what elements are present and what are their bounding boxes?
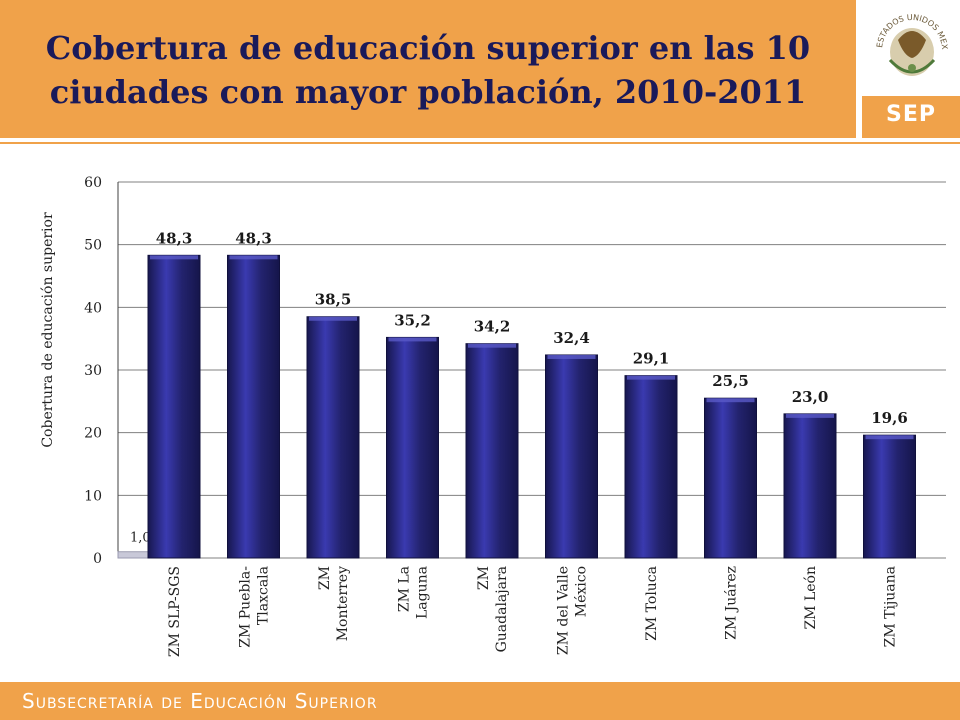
x-tick-label-line: Guadalajara: [494, 566, 510, 652]
bar-minor: [117, 551, 149, 559]
bar: [783, 413, 837, 559]
data-label: 23,0: [792, 388, 829, 406]
x-tick-label-line: ZM del Valle: [556, 566, 572, 655]
x-tick-label: ZM La Laguna: [397, 566, 431, 619]
x-tick-label: ZM Guadalajara: [476, 566, 510, 652]
bar: [704, 397, 757, 559]
footer-text: Subsecretaría de Educación Superior: [22, 689, 378, 713]
data-label-minor: 1,0: [130, 531, 151, 546]
x-tick-label: ZM León: [803, 566, 819, 630]
header-banner: Cobertura de educación superior en las 1…: [0, 0, 856, 138]
x-tick-label-line: México: [574, 566, 590, 617]
x-tick-label-line: Laguna: [415, 566, 431, 619]
data-label: 19,6: [871, 409, 908, 427]
x-tick-label-line: Monterrey: [335, 566, 351, 641]
sep-label-box: SEP: [862, 96, 960, 138]
x-tick-label-line: ZM La: [397, 566, 413, 612]
x-tick-label-line: ZM: [317, 566, 333, 590]
x-tick-label: ZM Puebla- Tlaxcala: [238, 566, 272, 648]
data-label: 48,3: [235, 229, 272, 247]
x-tick-label: ZM del Valle México: [556, 566, 590, 655]
bar-top: [786, 413, 834, 418]
footer-banner: Subsecretaría de Educación Superior: [0, 682, 960, 720]
data-label: 35,2: [394, 311, 431, 329]
x-tick-label-line: ZM: [476, 566, 492, 590]
bar-top: [388, 337, 437, 342]
data-label: 29,1: [633, 350, 670, 368]
data-label: 25,5: [712, 372, 749, 390]
bar-top: [706, 398, 755, 403]
bar: [227, 254, 280, 559]
x-tick-label-line: ZM Toluca: [644, 566, 660, 641]
data-label: 38,5: [315, 291, 352, 309]
x-tick-label-line: Tlaxcala: [256, 566, 272, 625]
y-tick-label: 20: [84, 426, 102, 442]
x-tick-label: ZM SLP-SGS: [167, 566, 183, 657]
bar: [306, 316, 360, 559]
data-label: 48,3: [156, 229, 193, 247]
x-tick-label-line: ZM León: [803, 566, 819, 630]
page-title: Cobertura de educación superior en las 1…: [45, 29, 811, 111]
bar-top: [229, 255, 278, 260]
bar-top: [547, 354, 596, 359]
data-label: 32,4: [553, 329, 590, 347]
bar-top: [865, 435, 914, 440]
mexican-seal-icon: ESTADOS UNIDOS MEXICANOS: [857, 0, 949, 76]
sep-label: SEP: [886, 102, 936, 127]
bar: [386, 336, 439, 559]
y-tick-label: 40: [84, 300, 102, 316]
x-tick-label: ZM Toluca: [644, 566, 660, 641]
data-label: 34,2: [474, 318, 511, 336]
bar-top: [627, 375, 675, 380]
y-tick-label: 10: [84, 488, 102, 504]
bar: [465, 343, 519, 559]
bar: [624, 375, 678, 559]
bar: [147, 254, 201, 559]
y-tick-label: 50: [84, 238, 102, 254]
bar: [545, 354, 598, 559]
bar-top: [468, 343, 516, 348]
x-tick-label: ZM Monterrey: [317, 566, 351, 641]
x-tick-label: ZM Tijuana: [883, 566, 899, 647]
x-tick-label-line: ZM SLP-SGS: [167, 566, 183, 657]
header-divider: [0, 142, 960, 144]
bar-chart: 0 10 20 30 40 50 60 1,0 48,3 ZM SLP-SGS 48,3 ZM Pue…: [84, 175, 946, 657]
y-tick-label: 0: [93, 551, 102, 567]
y-tick-label: 60: [84, 175, 102, 191]
bar-top: [309, 316, 357, 321]
bar-top: [150, 255, 198, 260]
bar: [863, 434, 916, 559]
y-tick-label: 30: [84, 363, 102, 379]
x-tick-label-line: ZM Puebla-: [238, 566, 254, 648]
x-tick-label-line: ZM Juárez: [724, 566, 740, 640]
x-tick-label: ZM Juárez: [724, 566, 740, 640]
x-tick-label-line: ZM Tijuana: [883, 566, 899, 647]
